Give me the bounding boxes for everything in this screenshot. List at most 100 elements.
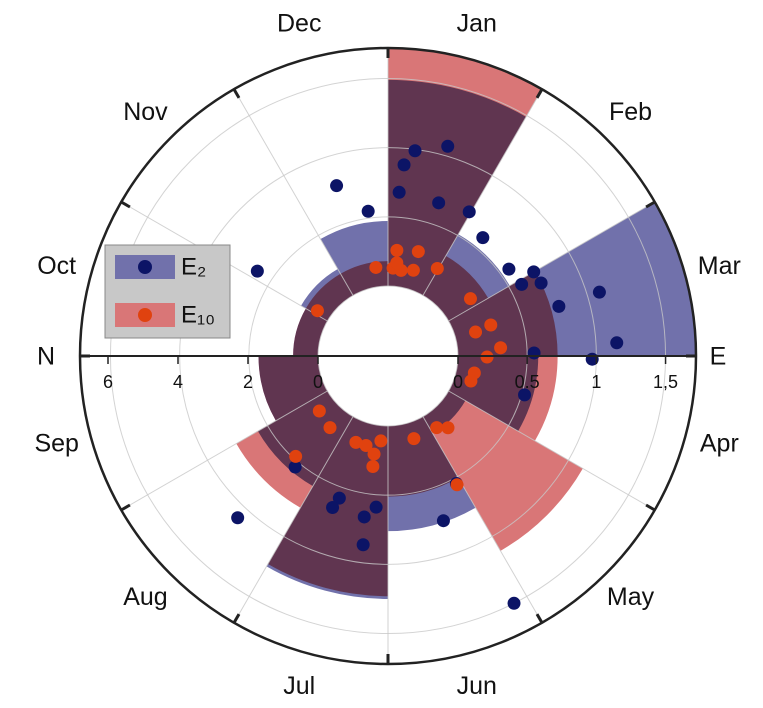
outer-tick (645, 503, 656, 512)
r2-tick-label: 4 (173, 372, 183, 392)
point (515, 277, 529, 291)
point (610, 336, 624, 350)
month-label: Nov (123, 98, 168, 126)
point (349, 435, 363, 449)
legend-dot (138, 260, 152, 274)
point (406, 263, 420, 277)
point (390, 243, 404, 257)
direction-label: E (710, 343, 727, 371)
point (464, 374, 478, 388)
point (430, 421, 444, 435)
point (463, 292, 477, 306)
r2-tick-label: 0 (313, 372, 323, 392)
month-label: Mar (698, 252, 741, 280)
point (288, 460, 302, 474)
month-label: Apr (700, 429, 739, 457)
point (369, 260, 383, 274)
point (436, 514, 450, 528)
legend-label: E₂ (181, 253, 206, 280)
r-tick-label: 0.5 (515, 372, 540, 392)
month-label: Feb (609, 98, 652, 126)
bar (388, 48, 542, 296)
month-label: Aug (123, 583, 167, 611)
bar (258, 356, 328, 421)
point (359, 438, 373, 452)
point (462, 205, 476, 219)
outer-tick (232, 613, 241, 624)
month-label: Sep (34, 429, 78, 457)
point (507, 596, 521, 610)
point (527, 346, 541, 360)
month-label: May (607, 583, 655, 611)
point (592, 285, 606, 299)
point (469, 325, 483, 339)
outer-tick (535, 613, 544, 624)
outer-tick (120, 200, 131, 209)
spoke (448, 201, 655, 322)
point (250, 264, 264, 278)
month-label: Jan (457, 9, 497, 37)
point (289, 449, 303, 463)
month-label: Dec (277, 9, 321, 37)
point (407, 432, 421, 446)
legend-dot (138, 308, 152, 322)
point (361, 204, 375, 218)
point (356, 538, 370, 552)
spoke (422, 89, 543, 296)
spoke (233, 89, 354, 296)
point (330, 179, 344, 193)
spoke (233, 416, 354, 623)
point (480, 350, 494, 364)
direction-label: N (37, 343, 55, 371)
r2-tick-label: 6 (103, 372, 113, 392)
point (450, 478, 464, 492)
point (484, 318, 498, 332)
point (527, 265, 541, 279)
point (441, 421, 455, 435)
point (441, 139, 455, 153)
spoke (121, 390, 328, 511)
month-label: Jun (457, 672, 497, 700)
point (494, 341, 508, 355)
month-label: Jul (283, 672, 315, 700)
point (397, 158, 411, 172)
outer-tick (645, 200, 656, 209)
point (369, 500, 383, 514)
point (323, 421, 337, 435)
outer-tick (120, 503, 131, 512)
point (502, 262, 516, 276)
point (430, 261, 444, 275)
bar (236, 391, 353, 508)
legend-label: E₁₀ (181, 301, 215, 328)
point (231, 511, 245, 525)
point (552, 299, 566, 313)
point (312, 404, 326, 418)
bars (236, 48, 696, 599)
point (390, 256, 404, 270)
point (367, 447, 381, 461)
r-tick-label: 1,5 (653, 372, 678, 392)
r2-tick-label: 2 (243, 372, 253, 392)
month-label: Oct (37, 252, 76, 280)
point (476, 231, 490, 245)
point (310, 304, 324, 318)
point (408, 144, 422, 158)
point (432, 196, 446, 210)
outer-tick (535, 88, 544, 99)
point (392, 185, 406, 199)
spoke (422, 416, 543, 623)
outer-tick (232, 88, 241, 99)
point (411, 245, 425, 259)
point (326, 500, 340, 514)
r-tick-label: 1 (591, 372, 601, 392)
bar (423, 391, 583, 551)
r-tick-label: 0 (453, 372, 463, 392)
point (366, 459, 380, 473)
bar (388, 416, 459, 497)
point (534, 276, 548, 290)
point (374, 434, 388, 448)
spoke (448, 390, 655, 511)
point (518, 388, 532, 402)
point (332, 491, 346, 505)
